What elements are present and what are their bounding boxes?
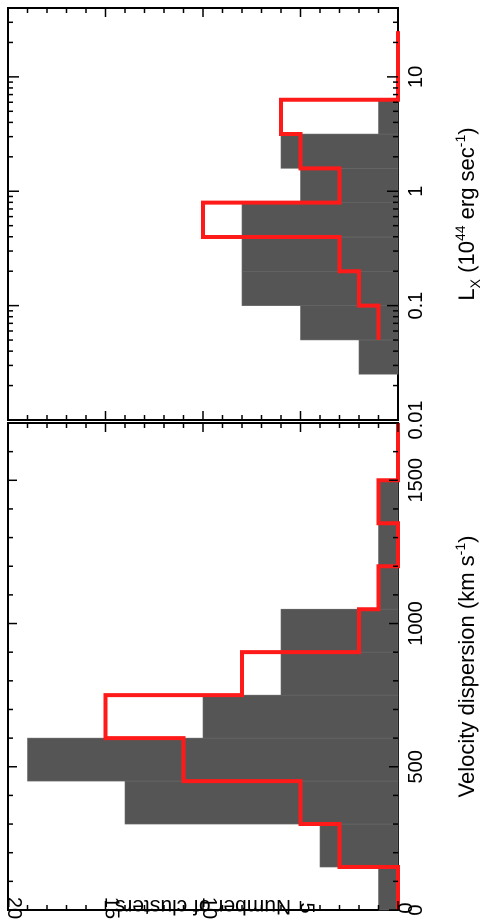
luminosity-red-step <box>201 31 400 340</box>
luminosity-bar <box>378 99 399 135</box>
velocity-bar <box>378 565 399 610</box>
count-tick-label: 10 <box>198 897 220 919</box>
luminosity-bar <box>241 271 399 306</box>
velocity-tick-label: 0 <box>405 904 427 915</box>
count-tick-label: 20 <box>3 897 25 919</box>
velocity-x-axis-label: Velocity dispersion (km s-1) <box>452 536 479 798</box>
velocity-bar <box>124 780 399 825</box>
luminosity-panel: 0.01 0.1 1 10 <box>7 7 427 440</box>
luminosity-bar <box>300 305 399 341</box>
count-tick-label: 5 <box>296 902 318 913</box>
luminosity-x-axis-label: LX (1044 erg sec-1) <box>452 127 483 300</box>
velocity-bar <box>27 737 399 782</box>
luminosity-ticks: 0.01 0.1 1 10 <box>7 7 427 440</box>
velocity-tick-label: 1500 <box>405 458 427 503</box>
velocity-red-step <box>103 423 400 910</box>
y-axis-label: Number of clusters <box>115 895 291 918</box>
luminosity-label-rest: erg sec <box>454 147 479 225</box>
velocity-bar <box>378 522 399 567</box>
luminosity-bar <box>358 339 399 375</box>
velocity-bars <box>27 479 399 911</box>
velocity-bar <box>378 479 399 524</box>
velocity-bar <box>202 694 399 739</box>
velocity-dispersion-panel: 0 500 1000 1500 <box>7 422 427 916</box>
velocity-tick-label: 1000 <box>405 601 427 646</box>
luminosity-tick-label: 1 <box>405 186 427 197</box>
velocity-label-close: ) <box>454 536 479 543</box>
luminosity-tick-label: 0.1 <box>405 292 427 320</box>
luminosity-label-L: L <box>454 288 479 300</box>
count-tick-label: 15 <box>101 897 123 919</box>
luminosity-bar <box>241 236 399 272</box>
luminosity-red-histogram <box>201 31 400 340</box>
count-axis-tick-labels: 0 5 10 15 20 <box>3 897 415 919</box>
luminosity-bar <box>300 168 399 203</box>
luminosity-label-sub: X <box>467 278 483 288</box>
velocity-red-histogram <box>103 423 400 910</box>
velocity-bar <box>280 608 399 653</box>
velocity-bar <box>280 651 399 696</box>
velocity-label-sup: -1 <box>452 543 468 556</box>
velocity-tick-label: 500 <box>405 750 427 783</box>
luminosity-tick-label: 10 <box>405 66 427 88</box>
velocity-bar <box>319 823 399 868</box>
luminosity-label-sup2: -1 <box>452 135 468 148</box>
luminosity-bars <box>241 99 399 375</box>
luminosity-label-close: ) <box>454 127 479 134</box>
velocity-ticks: 0 500 1000 1500 <box>7 422 427 916</box>
luminosity-tick-label: 0.01 <box>405 401 427 440</box>
luminosity-label-sup: 44 <box>452 225 468 241</box>
velocity-label-text: Velocity dispersion (km s <box>454 555 479 797</box>
luminosity-label-mid: (10 <box>454 241 479 279</box>
luminosity-bar <box>241 202 399 238</box>
count-tick-label: 0 <box>393 902 415 913</box>
